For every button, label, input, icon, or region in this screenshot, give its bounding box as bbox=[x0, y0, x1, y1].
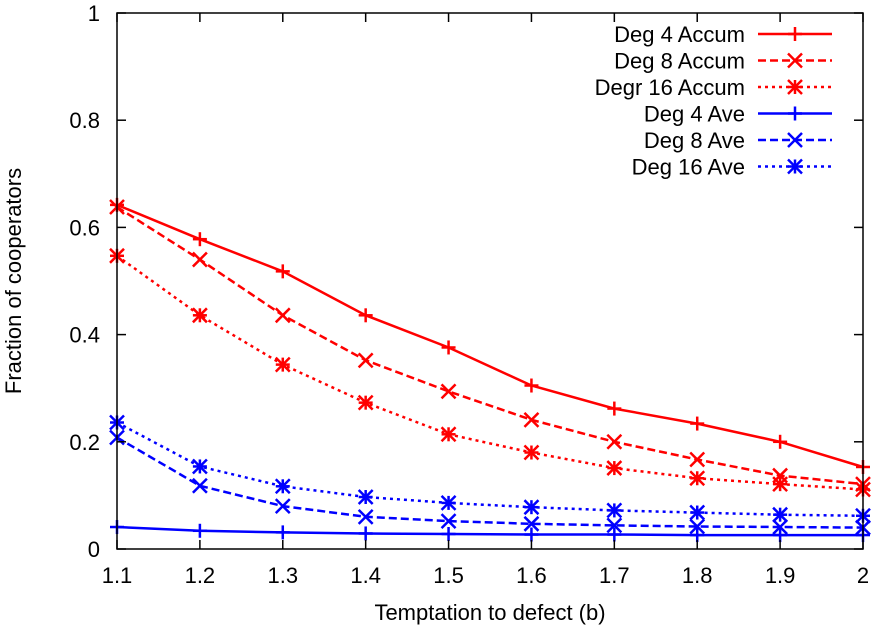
x-tick-label: 1.6 bbox=[516, 563, 547, 588]
legend-item: Deg 4 Ave bbox=[644, 102, 832, 127]
x-tick-label: 2 bbox=[857, 563, 869, 588]
legend-item: Deg 16 Ave bbox=[632, 155, 832, 180]
legend-marker bbox=[788, 106, 802, 121]
data-point bbox=[357, 352, 374, 369]
series-line bbox=[116, 525, 863, 537]
data-point bbox=[772, 506, 788, 523]
data-point bbox=[607, 401, 622, 416]
series-2 bbox=[109, 199, 871, 493]
data-point bbox=[524, 527, 539, 542]
data-point bbox=[773, 528, 788, 543]
legend-marker bbox=[787, 158, 803, 175]
data-point bbox=[523, 515, 540, 532]
data-point bbox=[690, 416, 705, 431]
legend-marker bbox=[788, 27, 802, 41]
data-point bbox=[192, 232, 207, 247]
x-tick-label: 1.1 bbox=[102, 563, 133, 588]
data-point bbox=[357, 508, 374, 525]
series-5 bbox=[109, 429, 871, 536]
series-line bbox=[116, 436, 864, 529]
x-tick-label: 1.9 bbox=[765, 563, 796, 588]
x-axis-title: Temptation to defect (b) bbox=[374, 600, 605, 625]
series-line bbox=[116, 254, 864, 491]
legend-label: Deg 4 Accum bbox=[614, 22, 745, 47]
legend-label: Deg 8 Accum bbox=[614, 49, 745, 74]
data-point bbox=[523, 499, 540, 516]
plot-area bbox=[109, 197, 871, 543]
data-point bbox=[773, 434, 788, 449]
data-point bbox=[274, 356, 291, 373]
data-point bbox=[441, 340, 456, 355]
data-point bbox=[357, 489, 374, 505]
data-point bbox=[440, 426, 457, 443]
data-point bbox=[274, 478, 291, 495]
series-line bbox=[116, 205, 864, 486]
data-point bbox=[441, 526, 456, 541]
x-tick-label: 1.2 bbox=[185, 563, 216, 588]
legend-marker bbox=[787, 52, 803, 69]
x-tick-label: 1.8 bbox=[682, 563, 713, 588]
legend-label: Deg 8 Ave bbox=[644, 128, 745, 153]
data-point bbox=[772, 476, 788, 493]
data-point bbox=[358, 308, 373, 323]
data-point bbox=[689, 518, 706, 535]
data-point bbox=[523, 411, 540, 428]
x-tick-label: 1.7 bbox=[599, 563, 630, 588]
y-tick-label: 0 bbox=[88, 537, 100, 562]
data-point bbox=[192, 251, 208, 268]
legend-label: Deg 4 Ave bbox=[644, 102, 745, 127]
y-tick-label: 0.8 bbox=[69, 108, 100, 133]
series-6 bbox=[109, 414, 871, 524]
data-point bbox=[524, 378, 539, 393]
data-point bbox=[192, 477, 208, 494]
series-line bbox=[116, 421, 864, 518]
legend-item: Degr 16 Accum bbox=[595, 75, 832, 100]
data-point bbox=[690, 528, 705, 543]
axes: 1.1 1.2 1.3 1.4 1.5 1.6 1.7 1.8 1.9 2 0 0.2 0.4 0.6 0.… bbox=[69, 1, 869, 588]
data-point bbox=[440, 383, 457, 400]
x-tick-label: 1.3 bbox=[267, 563, 298, 588]
y-tick-label: 0.2 bbox=[69, 430, 100, 455]
data-point bbox=[523, 444, 540, 461]
data-point bbox=[192, 458, 208, 475]
data-point bbox=[192, 523, 207, 538]
legend-marker bbox=[787, 79, 803, 95]
data-point bbox=[274, 498, 291, 515]
data-point bbox=[606, 517, 623, 534]
data-point bbox=[192, 307, 208, 324]
data-point bbox=[358, 526, 373, 541]
series-1 bbox=[110, 197, 870, 474]
data-point bbox=[689, 470, 706, 487]
legend-label: Degr 16 Accum bbox=[595, 75, 745, 100]
data-point bbox=[275, 264, 290, 279]
data-point bbox=[607, 527, 622, 542]
y-axis-title: Fraction of cooperators bbox=[1, 168, 26, 394]
data-point bbox=[440, 513, 457, 530]
legend-marker bbox=[787, 132, 803, 148]
plot-frame bbox=[116, 12, 864, 550]
y-tick-label: 1 bbox=[88, 1, 100, 26]
legend-item: Deg 8 Accum bbox=[614, 49, 832, 74]
legend-label: Deg 16 Ave bbox=[632, 155, 745, 180]
series-3 bbox=[109, 247, 871, 498]
x-tick-label: 1.5 bbox=[433, 563, 464, 588]
data-point bbox=[274, 307, 291, 324]
data-point bbox=[772, 519, 788, 535]
legend-item: Deg 8 Ave bbox=[644, 128, 832, 153]
data-point bbox=[606, 502, 623, 519]
data-point bbox=[440, 495, 457, 511]
data-point bbox=[275, 525, 290, 540]
data-point bbox=[689, 451, 706, 468]
data-point bbox=[357, 394, 374, 411]
y-tick-label: 0.6 bbox=[69, 215, 100, 240]
data-point bbox=[606, 433, 623, 450]
legend-item: Deg 4 Accum bbox=[614, 22, 832, 47]
y-tick-label: 0.4 bbox=[69, 323, 100, 348]
x-tick-label: 1.4 bbox=[350, 563, 381, 588]
series-line bbox=[116, 203, 864, 469]
data-point bbox=[689, 504, 706, 521]
data-point bbox=[606, 460, 623, 476]
